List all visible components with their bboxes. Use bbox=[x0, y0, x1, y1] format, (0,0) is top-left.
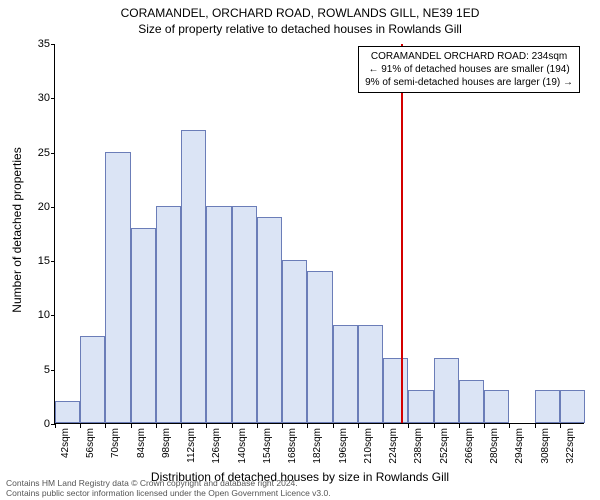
histogram-bar bbox=[535, 390, 560, 423]
xtick-mark bbox=[131, 424, 132, 428]
histogram-bar bbox=[131, 228, 156, 423]
ytick-mark bbox=[51, 315, 55, 316]
ytick-mark bbox=[51, 98, 55, 99]
xtick-mark bbox=[181, 424, 182, 428]
footer-line2: Contains public sector information licen… bbox=[6, 488, 331, 498]
xtick-mark bbox=[408, 424, 409, 428]
title-block: CORAMANDEL, ORCHARD ROAD, ROWLANDS GILL,… bbox=[0, 0, 600, 36]
annotation-line1: CORAMANDEL ORCHARD ROAD: 234sqm bbox=[365, 50, 573, 63]
annotation-box: CORAMANDEL ORCHARD ROAD: 234sqm← 91% of … bbox=[358, 46, 580, 93]
ytick-label: 25 bbox=[20, 147, 50, 159]
ytick-label: 15 bbox=[20, 255, 50, 267]
xtick-mark bbox=[484, 424, 485, 428]
histogram-bar bbox=[206, 206, 231, 423]
xtick-mark bbox=[80, 424, 81, 428]
histogram-bar bbox=[560, 390, 585, 423]
ytick-label: 30 bbox=[20, 92, 50, 104]
ytick-mark bbox=[51, 261, 55, 262]
xtick-mark bbox=[509, 424, 510, 428]
xtick-mark bbox=[282, 424, 283, 428]
footer-attribution: Contains HM Land Registry data © Crown c… bbox=[6, 478, 331, 498]
ytick-label: 5 bbox=[20, 364, 50, 376]
ytick-label: 20 bbox=[20, 201, 50, 213]
xtick-mark bbox=[535, 424, 536, 428]
histogram-chart: 42sqm56sqm70sqm84sqm98sqm112sqm126sqm140… bbox=[54, 44, 584, 424]
annotation-line2: ← 91% of detached houses are smaller (19… bbox=[365, 63, 573, 76]
xtick-mark bbox=[55, 424, 56, 428]
reference-line bbox=[401, 44, 403, 423]
xtick-mark bbox=[358, 424, 359, 428]
ytick-mark bbox=[51, 153, 55, 154]
histogram-bar bbox=[282, 260, 307, 423]
xtick-mark bbox=[560, 424, 561, 428]
histogram-bar bbox=[80, 336, 105, 423]
y-axis-label: Number of detached properties bbox=[10, 147, 24, 312]
histogram-bar bbox=[459, 380, 484, 423]
ytick-label: 0 bbox=[20, 418, 50, 430]
histogram-bar bbox=[232, 206, 257, 423]
xtick-mark bbox=[333, 424, 334, 428]
xtick-mark bbox=[257, 424, 258, 428]
histogram-bar bbox=[358, 325, 383, 423]
histogram-bar bbox=[383, 358, 408, 423]
histogram-bar bbox=[408, 390, 433, 423]
histogram-bar bbox=[257, 217, 282, 423]
ytick-mark bbox=[51, 44, 55, 45]
histogram-bar bbox=[484, 390, 509, 423]
histogram-bar bbox=[434, 358, 459, 423]
ytick-mark bbox=[51, 370, 55, 371]
footer-line1: Contains HM Land Registry data © Crown c… bbox=[6, 478, 331, 488]
xtick-mark bbox=[434, 424, 435, 428]
page-title: CORAMANDEL, ORCHARD ROAD, ROWLANDS GILL,… bbox=[0, 6, 600, 20]
annotation-line3: 9% of semi-detached houses are larger (1… bbox=[365, 76, 573, 89]
histogram-bar bbox=[307, 271, 332, 423]
histogram-bar bbox=[105, 152, 130, 423]
histogram-bar bbox=[156, 206, 181, 423]
histogram-bar bbox=[181, 130, 206, 423]
histogram-bar bbox=[55, 401, 80, 423]
xtick-mark bbox=[206, 424, 207, 428]
ytick-label: 10 bbox=[20, 309, 50, 321]
xtick-mark bbox=[307, 424, 308, 428]
xtick-mark bbox=[156, 424, 157, 428]
page-subtitle: Size of property relative to detached ho… bbox=[0, 22, 600, 36]
xtick-mark bbox=[383, 424, 384, 428]
plot-area: 42sqm56sqm70sqm84sqm98sqm112sqm126sqm140… bbox=[54, 44, 584, 424]
ytick-mark bbox=[51, 207, 55, 208]
xtick-mark bbox=[232, 424, 233, 428]
ytick-label: 35 bbox=[20, 38, 50, 50]
xtick-mark bbox=[105, 424, 106, 428]
xtick-mark bbox=[459, 424, 460, 428]
histogram-bar bbox=[333, 325, 358, 423]
